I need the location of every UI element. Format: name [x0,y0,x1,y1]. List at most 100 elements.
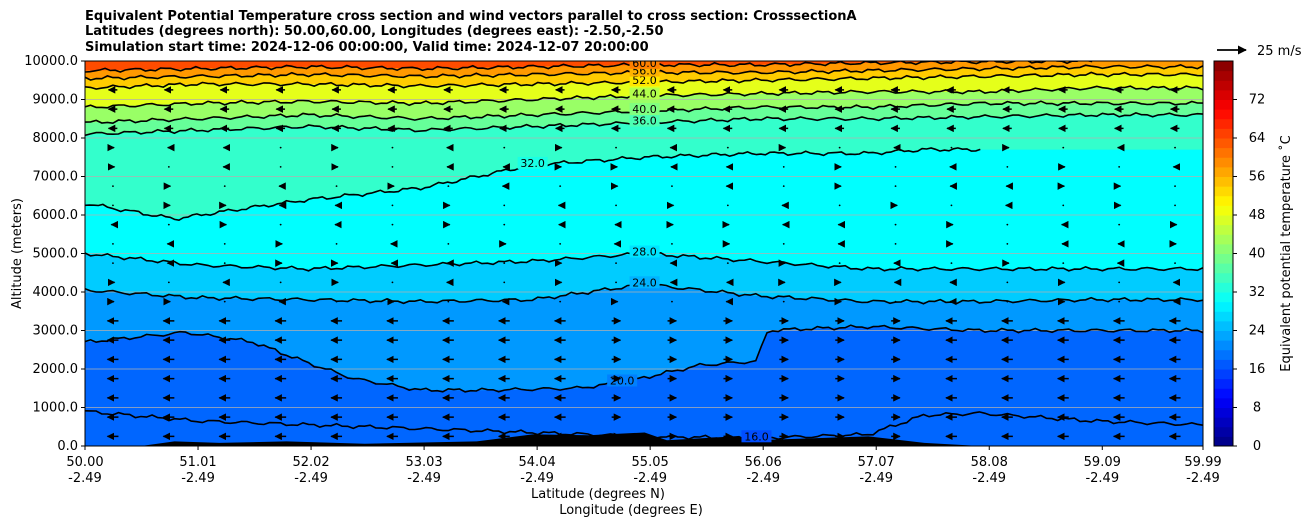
wind-vector-dot [447,300,450,303]
contour-label-24: 24.0 [632,276,657,289]
wind-vector-dot [894,223,897,226]
x-tick-lon-label-8: -2.49 [972,471,1006,486]
colorbar-step-46 [1214,215,1233,226]
contour-line-16 [85,410,1203,441]
colorbar-step-28 [1214,301,1233,312]
contour-label-bg-52 [629,74,660,87]
colorbar-step-2 [1214,426,1233,437]
x-tick-lat-label-10: 59.99 [1184,455,1221,470]
x-tick-lon-label-1: -2.49 [181,471,215,486]
terrain-surface [85,432,1203,446]
contour-label-40: 40.0 [632,103,657,116]
wind-vector-dot [615,146,617,149]
x-tick-lon-label-0: -2.49 [68,471,102,486]
contour-label-44: 44.0 [632,88,657,101]
wind-vector-dot [838,204,841,207]
colorbar-step-44 [1214,224,1233,235]
wind-vector-dot [503,281,506,284]
y-tick-label-6: 6000.0 [33,208,79,223]
wind-vector-dot [782,242,785,245]
wind-vector-dot [894,185,897,188]
colorbar-step-14 [1214,369,1233,380]
contour-label-bg-24 [629,276,660,289]
wind-vector-dot [1062,262,1065,265]
colorbar-step-26 [1214,311,1233,322]
x-axis-label-lat: Latitude (degrees N) [531,487,665,502]
contour-label-36: 36.0 [632,115,657,128]
wind-vector-dot [1006,300,1009,303]
wind-vector-dot [559,242,562,245]
colorbar-step-52 [1214,186,1233,197]
wind-vector-dot [223,262,226,265]
x-tick-lon-label-3: -2.49 [407,471,441,486]
colorbar-step-50 [1214,195,1233,206]
field-band-60 [85,61,1203,71]
contour-line-60 [85,61,1093,73]
wind-vector-dot [726,262,729,265]
wind-vector-dot [279,281,282,284]
wind-vector-dot [1006,223,1009,226]
wind-vector-dot [391,223,394,226]
wind-vector-dot [112,242,114,245]
wind-vector-dot [1174,204,1176,207]
wind-vector-dot [726,204,729,207]
colorbar-label: Equivalent potential temperature ˚C [1278,135,1294,371]
x-tick-lat-label-3: 53.03 [405,455,442,470]
colorbar-tick-label-1: 8 [1253,401,1261,416]
y-tick-label-1: 1000.0 [33,401,79,416]
x-tick-lon-label-10: -2.49 [1186,471,1220,486]
wind-vector-dot [615,281,617,284]
x-tick-lat-label-0: 50.00 [66,455,103,470]
colorbar-step-38 [1214,253,1233,264]
contour-line-20 [85,324,1203,393]
colorbar-step-70 [1214,99,1233,110]
wind-vector-dot [559,300,562,303]
wind-vector-dot [1174,185,1176,188]
wind-vector-dot [335,300,338,303]
wind-vector-dot [112,262,114,265]
x-axis-label-lon: Longitude (degrees E) [559,503,703,518]
x-tick-lat-label-1: 51.01 [179,455,216,470]
x-tick-lon-label-9: -2.49 [1085,471,1119,486]
wind-vector-dot [1062,146,1065,149]
wind-vector-dot [391,165,394,168]
wind-vector-dot [1174,262,1176,265]
x-tick-lat-label-5: 55.05 [632,455,669,470]
x-tick-lat-label-7: 57.07 [858,455,895,470]
colorbar: 0 8 16 24 32 40 48 56 64 72 Equivalent potential t… [1213,60,1294,454]
wind-vector-dot [894,165,897,168]
wind-vector-dot [950,204,953,207]
contour-label-bg-44 [629,87,660,100]
wind-vector-dot [894,300,897,303]
contour-label-52: 52.0 [632,74,657,87]
colorbar-step-56 [1214,166,1233,177]
wind-vector-dot [1118,223,1121,226]
colorbar-tick-label-3: 24 [1249,324,1266,339]
x-tick-lat-label-6: 56.06 [745,455,782,470]
colorbar-tick-label-2: 16 [1249,362,1266,377]
colorbar-step-68 [1214,109,1233,120]
x-tick-lon-label-6: -2.49 [746,471,780,486]
colorbar-step-40 [1214,243,1233,254]
x-tick-lon-label-2: -2.49 [294,471,328,486]
wind-vector-dot [223,242,226,245]
wind-vector-dot [838,146,841,149]
y-tick-label-9: 9000.0 [33,93,79,108]
wind-vector-dot [391,281,394,284]
colorbar-step-36 [1214,263,1233,274]
colorbar-tick-label-8: 64 [1249,131,1266,146]
colorbar-step-58 [1214,157,1233,168]
temperature-field [85,61,1203,446]
wind-vector-dot [391,204,394,207]
wind-vector-dot [782,300,785,303]
y-tick-label-8: 8000.0 [33,131,79,146]
wind-vector-dot [335,185,338,188]
wind-vector-dot [671,300,673,303]
gridlines [85,61,1203,446]
wind-vector-dot [279,165,282,168]
colorbar-step-24 [1214,320,1233,331]
colorbar-step-74 [1214,80,1233,91]
contour-label-bg-36 [629,114,660,127]
colorbar-step-18 [1214,349,1233,360]
